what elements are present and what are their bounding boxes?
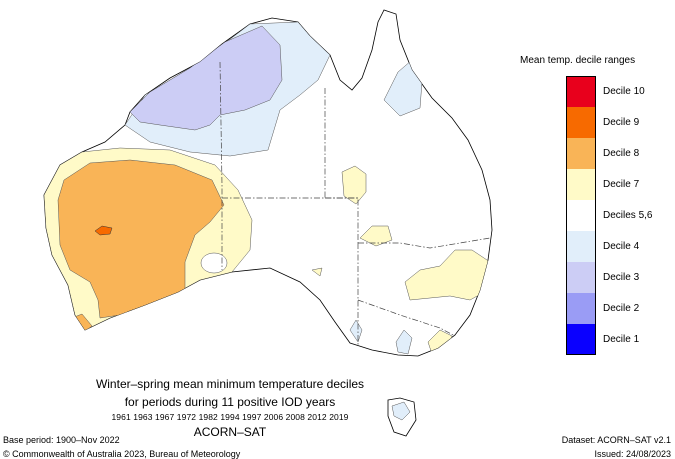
base-period: Base period: 1900–Nov 2022 (3, 435, 120, 445)
legend-label: Decile 1 (603, 334, 640, 345)
region-decile-9-spot (94, 225, 113, 236)
map-subtitle: for periods during 11 positive IOD years (124, 395, 336, 409)
dataset-version: Dataset: ACORN–SAT v2.1 (561, 435, 671, 445)
legend-label: Decile 2 (603, 303, 640, 314)
region-decile-4-vic (395, 329, 413, 355)
issued-date: Issued: 24/08/2023 (594, 449, 671, 459)
legend-item: Decile 3 (566, 262, 671, 293)
legend: Decile 10 Decile 9 Decile 8 Decile 7 Deciles… (566, 76, 671, 355)
legend-swatch (566, 293, 596, 324)
region-decile-8-southwest (57, 159, 225, 319)
legend-swatch (566, 169, 596, 200)
legend-swatch (566, 200, 596, 231)
region-decile-4-tasmania (391, 401, 411, 421)
legend-label: Decile 7 (603, 179, 640, 190)
legend-label: Deciles 5,6 (603, 210, 653, 221)
legend-label: Decile 4 (603, 241, 640, 252)
border-qld-nsw (358, 237, 491, 249)
legend-item: Decile 7 (566, 169, 671, 200)
legend-swatch (566, 324, 596, 355)
legend-item: Decile 9 (566, 107, 671, 138)
region-decile-7-qld (341, 165, 367, 205)
border-sa-qld (325, 197, 359, 243)
copyright: © Commonwealth of Australia 2023, Bureau… (3, 449, 241, 459)
legend-label: Decile 10 (603, 86, 645, 97)
legend-item: Decile 4 (566, 231, 671, 262)
legend-item: Decile 1 (566, 324, 671, 355)
legend-item: Decile 2 (566, 293, 671, 324)
region-decile-5-6-hole (200, 252, 228, 274)
legend-swatch (566, 107, 596, 138)
legend-label: Decile 3 (603, 272, 640, 283)
legend-label: Decile 8 (603, 148, 640, 159)
region-decile-4-sa (349, 319, 363, 343)
map-title: Winter–spring mean minimum temperature d… (95, 377, 365, 391)
state-borders (219, 61, 491, 345)
legend-item: Decile 8 (566, 138, 671, 169)
legend-item: Decile 10 (566, 76, 671, 107)
legend-swatch (566, 138, 596, 169)
dataset-name: ACORN–SAT (193, 425, 267, 439)
region-decile-7-central (359, 225, 393, 247)
legend-item: Deciles 5,6 (566, 200, 671, 231)
border-wa (219, 61, 223, 270)
legend-swatch (566, 231, 596, 262)
legend-label: Decile 9 (603, 117, 640, 128)
legend-swatch (566, 76, 596, 107)
legend-swatch (566, 262, 596, 293)
iod-years: 1961 1963 1967 1972 1982 1994 1997 2006 … (111, 412, 349, 422)
region-decile-7-small (311, 267, 323, 277)
border-nsw-vic (357, 299, 456, 337)
legend-title: Mean temp. decile ranges (520, 55, 636, 66)
